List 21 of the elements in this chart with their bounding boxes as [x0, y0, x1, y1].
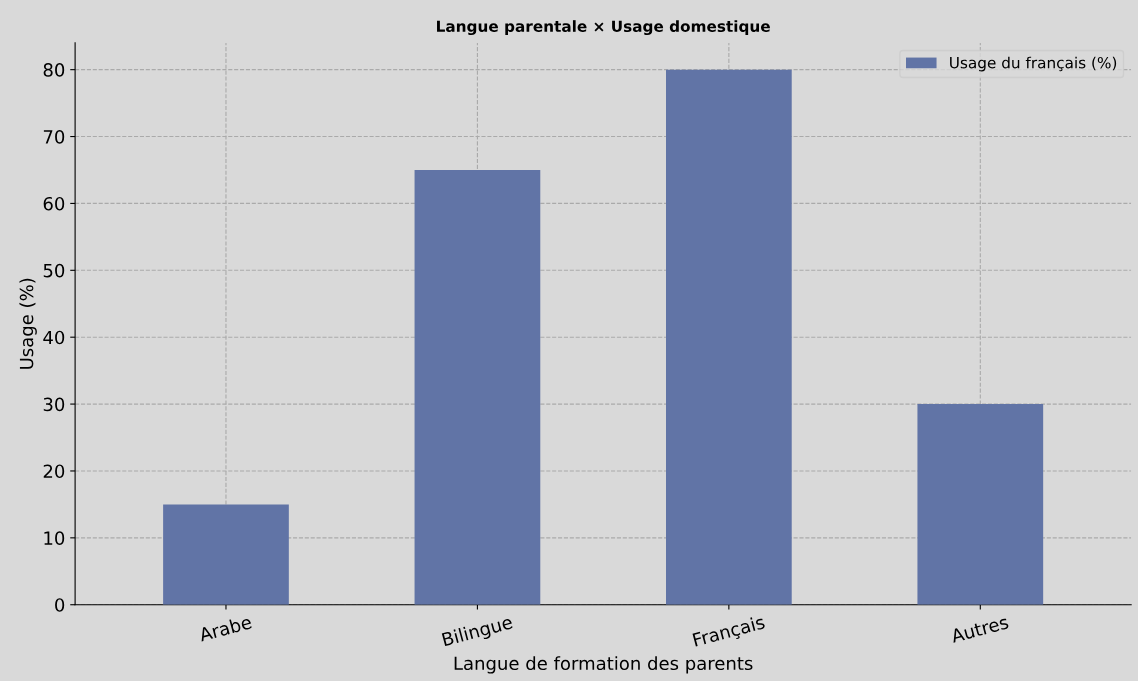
x-tick-label: Arabe	[198, 614, 253, 642]
x-axis-title: Langue de formation des parents	[454, 656, 753, 674]
bar	[414, 169, 541, 605]
y-tick-label: 40	[43, 330, 65, 345]
bar	[666, 69, 792, 605]
chart-title: Langue parentale × Usage domestique	[437, 20, 770, 36]
y-tick-label: 20	[43, 464, 65, 479]
y-tick-label: 10	[44, 531, 65, 545]
bar	[163, 504, 289, 605]
y-tick-label: 50	[43, 263, 65, 278]
bar	[917, 404, 1044, 605]
x-tick-label: Autres	[950, 615, 1010, 644]
y-tick-label: 60	[43, 196, 65, 211]
y-axis-title: Usage (%)	[19, 278, 37, 369]
y-tick-label: 80	[43, 63, 65, 77]
legend-label: Usage du français (%)	[950, 56, 1117, 72]
y-tick-label: 70	[43, 130, 65, 144]
y-tick-label: 30	[43, 397, 65, 412]
x-tick-label: Français	[692, 614, 767, 650]
y-tick-label: 0	[55, 598, 65, 612]
x-tick-label: Bilingue	[441, 614, 514, 650]
